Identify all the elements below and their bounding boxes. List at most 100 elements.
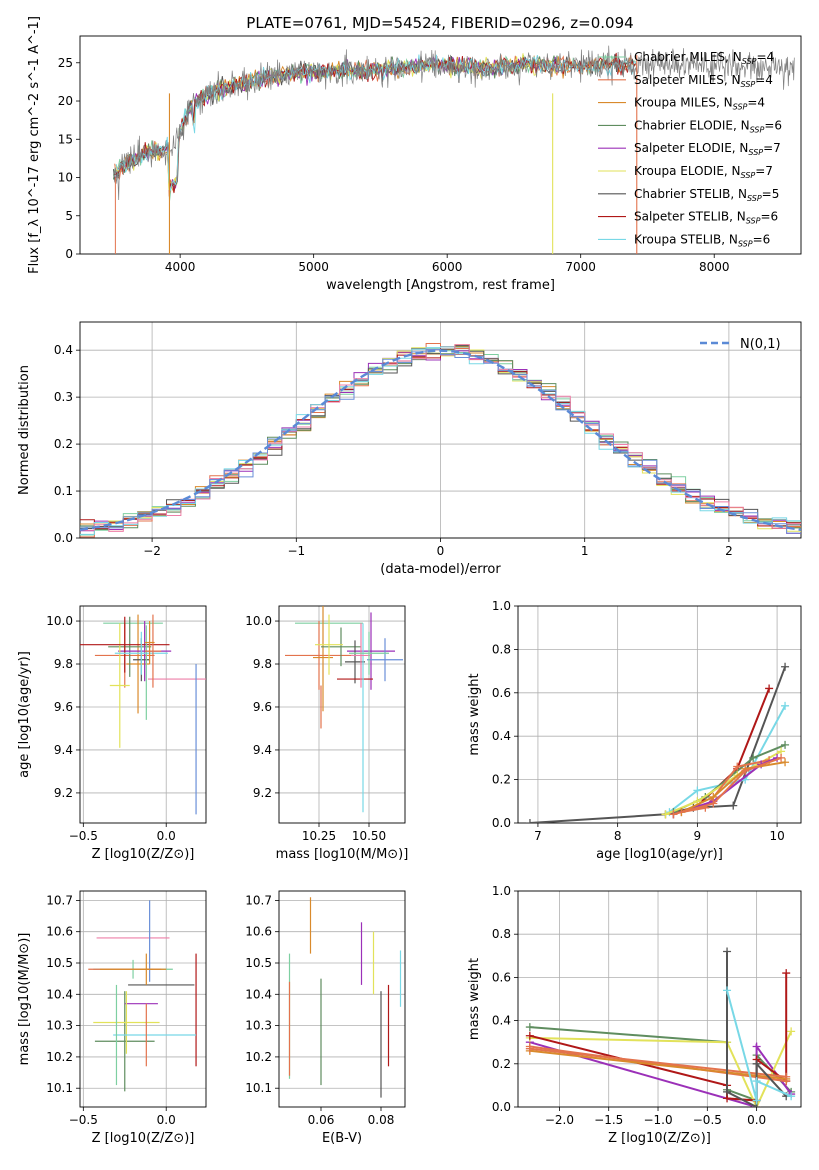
y-tick-label: 10.4 — [245, 987, 272, 1001]
weight-point — [781, 662, 790, 671]
weight-point — [723, 1087, 732, 1096]
y-tick-label: 9.4 — [54, 743, 73, 757]
plot-area — [525, 947, 796, 1107]
weight-point — [787, 1092, 796, 1101]
figure-title: PLATE=0761, MJD=54524, FIBERID=0296, z=0… — [246, 14, 633, 32]
x-tick-label: 8000 — [699, 260, 730, 274]
plot-area — [112, 45, 795, 254]
x-tick-label: 5000 — [298, 260, 329, 274]
y-tick-label: 0.1 — [54, 484, 73, 498]
legend-entry: Salpeter ELODIE, NSSP=7 — [634, 141, 781, 157]
weight-point — [709, 799, 718, 808]
x-axis-label: Z [log10(Z/Z⊙)] — [92, 847, 195, 862]
weight-point — [525, 819, 534, 823]
panel-age-vs-Z: −0.5 0.0 9.2 9.4 9.6 9.8 10.0 Z [log10(Z/Z⊙)] ag… — [17, 605, 207, 862]
x-tick-label: −0.5 — [69, 1113, 98, 1127]
panel-weight-vs-Z: −2.0 −1.5 −1.0 −0.5 0.0 0.0 0.2 0.4 0.6 0.8 1.0 Z [… — [467, 884, 802, 1146]
y-tick-label: 9.2 — [54, 786, 73, 800]
plot-area — [285, 606, 403, 813]
y-tick-label: 9.6 — [54, 700, 73, 714]
x-axis-label: E(B-V) — [322, 1131, 362, 1146]
spectrum-series-kroupa-elodie — [115, 53, 557, 191]
y-tick-label: 10.1 — [245, 1081, 272, 1095]
legend-entry: Chabrier ELODIE, NSSP=6 — [634, 118, 782, 134]
legend-entry: N(0,1) — [740, 337, 781, 352]
x-tick-label: 0 — [437, 544, 445, 558]
legend-entry: Salpeter MILES, NSSP=4 — [634, 73, 773, 89]
x-tick-label: −1.5 — [594, 1113, 623, 1127]
weight-point — [777, 753, 786, 762]
observed-spectrum — [113, 45, 795, 201]
y-tick-label: 10.2 — [46, 1050, 73, 1064]
plot-area — [288, 897, 402, 1098]
y-tick-label: 1.0 — [492, 599, 511, 613]
y-axis-label: age [log10(age/yr)] — [17, 651, 32, 778]
panel-spectrum: 4000 5000 6000 7000 8000 0 5 10 15 20 25 wavelength… — [27, 16, 802, 293]
x-tick-label: −1 — [287, 544, 305, 558]
y-tick-label: 10.6 — [245, 925, 272, 939]
normal-curve — [80, 349, 801, 531]
weight-point — [752, 1042, 761, 1051]
axes-frame — [79, 35, 802, 255]
x-tick-label: 8 — [614, 829, 622, 843]
y-tick-label: 0.2 — [492, 1057, 511, 1071]
weight-point — [733, 762, 742, 771]
axes-frame — [79, 605, 207, 824]
legend: Chabrier MILES, NSSP=4 Salpeter MILES, NS… — [598, 50, 782, 248]
y-tick-label: 0.8 — [492, 927, 511, 941]
weight-series — [726, 951, 787, 1107]
axes-frame — [79, 321, 802, 539]
y-tick-label: 0.4 — [54, 343, 73, 357]
legend-entry: Kroupa MILES, NSSP=4 — [634, 96, 765, 112]
y-tick-label: 10.4 — [46, 987, 73, 1001]
weight-point — [752, 1096, 761, 1105]
x-tick-label: 6000 — [432, 260, 463, 274]
weight-point — [781, 740, 790, 749]
panel-mass-vs-ebv: 0.06 0.08 10.1 10.2 10.3 10.4 10.5 10.6 10.7 E(B-… — [245, 890, 406, 1146]
x-tick-label: 10.50 — [352, 829, 386, 843]
x-tick-label: 0.08 — [368, 1113, 395, 1127]
y-tick-label: 10.3 — [46, 1019, 73, 1033]
weight-point — [661, 810, 670, 819]
y-tick-label: 10.5 — [46, 956, 73, 970]
y-tick-label: 0.0 — [492, 816, 511, 830]
x-axis-label: (data-model)/error — [380, 562, 501, 577]
y-axis-label: Normed distribution — [17, 365, 32, 495]
weight-point — [765, 684, 774, 693]
weight-point — [787, 1027, 796, 1036]
x-tick-label: −2.0 — [545, 1113, 574, 1127]
x-axis-label: wavelength [Angstrom, rest frame] — [326, 278, 555, 293]
y-tick-label: 10.7 — [46, 893, 73, 907]
x-tick-label: −0.5 — [69, 829, 98, 843]
y-tick-label: 0.3 — [54, 390, 73, 404]
x-tick-label: 0.0 — [157, 1113, 176, 1127]
y-tick-label: 9.4 — [253, 743, 272, 757]
y-tick-label: 0.0 — [54, 531, 73, 545]
x-tick-label: 2 — [725, 544, 733, 558]
y-tick-label: 15 — [58, 132, 73, 146]
weight-series — [726, 990, 792, 1101]
legend-entry: Chabrier MILES, NSSP=4 — [634, 50, 774, 66]
y-tick-label: 10.3 — [245, 1019, 272, 1033]
x-tick-label: 4000 — [165, 260, 196, 274]
x-axis-label: Z [log10(Z/Z⊙)] — [92, 1131, 195, 1146]
x-tick-label: −1.0 — [643, 1113, 672, 1127]
y-tick-label: 0.6 — [492, 686, 511, 700]
y-tick-label: 10.5 — [245, 956, 272, 970]
weight-point — [781, 701, 790, 710]
x-tick-label: 10.25 — [302, 829, 336, 843]
y-tick-label: 0.4 — [492, 729, 511, 743]
x-tick-label: −2 — [143, 544, 161, 558]
weight-point — [752, 1077, 761, 1086]
residual-histogram — [80, 346, 801, 535]
weight-point — [723, 947, 732, 956]
weight-series — [673, 756, 778, 816]
weight-point — [525, 1023, 534, 1032]
weight-point — [749, 753, 758, 762]
y-tick-label: 0.2 — [492, 773, 511, 787]
weight-series — [529, 1049, 787, 1080]
weight-series — [681, 759, 770, 814]
weight-point — [782, 1072, 791, 1081]
weight-point — [723, 986, 732, 995]
y-axis-label: mass weight — [467, 958, 482, 1040]
